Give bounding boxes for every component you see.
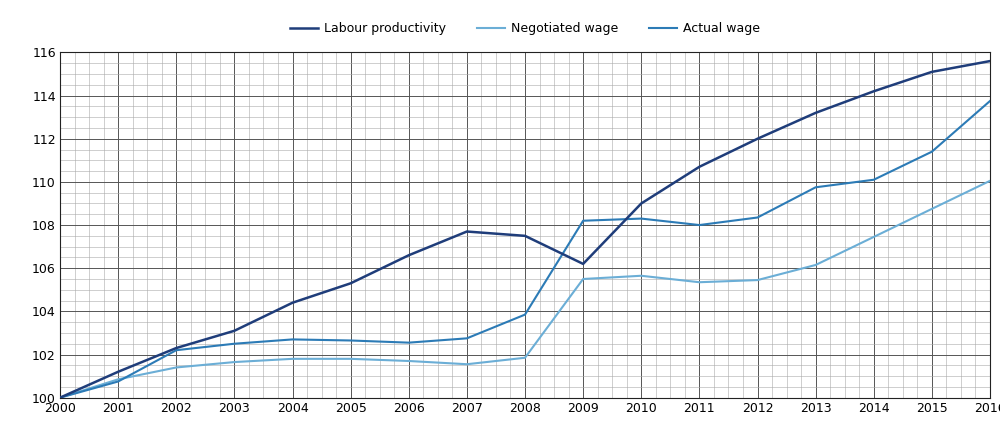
Labour productivity bbox=[984, 59, 996, 64]
Labour productivity bbox=[112, 369, 124, 375]
Actual wage bbox=[54, 395, 66, 400]
Labour productivity bbox=[228, 328, 240, 333]
Negotiated wage bbox=[984, 178, 996, 184]
Negotiated wage bbox=[693, 280, 705, 285]
Actual wage bbox=[926, 149, 938, 154]
Actual wage bbox=[519, 312, 531, 317]
Negotiated wage bbox=[635, 273, 647, 278]
Labour productivity bbox=[926, 69, 938, 74]
Negotiated wage bbox=[519, 355, 531, 361]
Actual wage bbox=[461, 336, 473, 341]
Labour productivity bbox=[868, 89, 880, 94]
Actual wage bbox=[112, 379, 124, 384]
Labour productivity bbox=[286, 300, 298, 305]
Negotiated wage bbox=[228, 360, 240, 365]
Actual wage bbox=[403, 340, 415, 345]
Negotiated wage bbox=[810, 262, 822, 267]
Labour productivity bbox=[810, 110, 822, 115]
Actual wage bbox=[984, 98, 996, 104]
Labour productivity bbox=[752, 136, 764, 141]
Actual wage bbox=[635, 216, 647, 221]
Labour productivity bbox=[519, 233, 531, 239]
Actual wage bbox=[693, 222, 705, 228]
Labour productivity bbox=[54, 395, 66, 400]
Negotiated wage bbox=[868, 234, 880, 239]
Labour productivity bbox=[345, 281, 357, 286]
Actual wage bbox=[868, 177, 880, 182]
Actual wage bbox=[810, 185, 822, 190]
Negotiated wage bbox=[403, 358, 415, 364]
Labour productivity bbox=[403, 253, 415, 258]
Actual wage bbox=[286, 337, 298, 342]
Legend: Labour productivity, Negotiated wage, Actual wage: Labour productivity, Negotiated wage, Ac… bbox=[285, 17, 765, 40]
Actual wage bbox=[752, 215, 764, 220]
Line: Labour productivity: Labour productivity bbox=[60, 61, 990, 398]
Actual wage bbox=[577, 218, 589, 223]
Labour productivity bbox=[170, 345, 182, 350]
Negotiated wage bbox=[461, 361, 473, 367]
Actual wage bbox=[228, 341, 240, 347]
Negotiated wage bbox=[170, 365, 182, 370]
Negotiated wage bbox=[345, 356, 357, 361]
Negotiated wage bbox=[54, 395, 66, 400]
Negotiated wage bbox=[926, 206, 938, 212]
Negotiated wage bbox=[752, 277, 764, 283]
Negotiated wage bbox=[286, 356, 298, 361]
Negotiated wage bbox=[577, 276, 589, 281]
Labour productivity bbox=[635, 201, 647, 206]
Line: Actual wage: Actual wage bbox=[60, 101, 990, 398]
Actual wage bbox=[345, 338, 357, 343]
Labour productivity bbox=[461, 229, 473, 234]
Labour productivity bbox=[577, 261, 589, 267]
Labour productivity bbox=[693, 164, 705, 170]
Negotiated wage bbox=[112, 377, 124, 382]
Line: Negotiated wage: Negotiated wage bbox=[60, 181, 990, 398]
Actual wage bbox=[170, 347, 182, 353]
